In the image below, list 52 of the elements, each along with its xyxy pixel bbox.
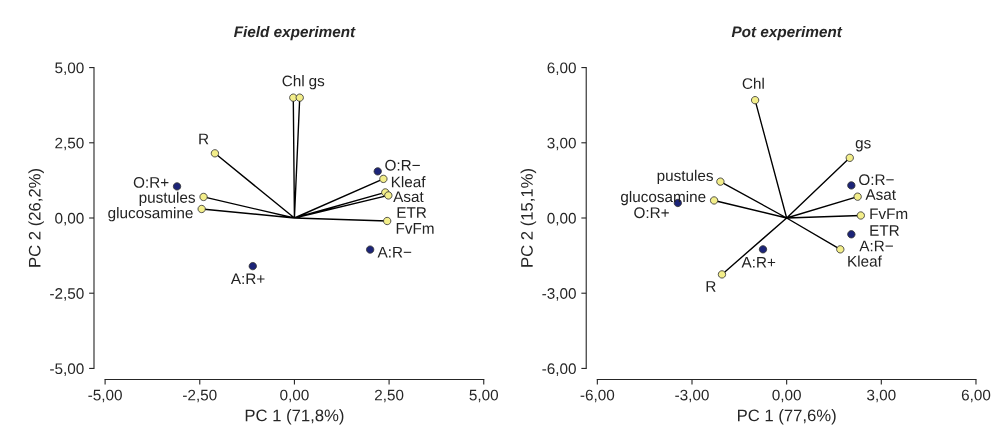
annotation: R	[706, 281, 716, 292]
annotation: A:R+	[741, 257, 776, 268]
y-tick-label: 2,50	[55, 137, 84, 151]
annotation: Kleaf	[391, 176, 426, 188]
x-tick-label: -3,00	[675, 389, 709, 403]
chart-title: Pot experiment	[731, 25, 843, 41]
annotation: R	[199, 133, 209, 145]
x-axis-title: PC 1 (71,8%)	[245, 409, 344, 425]
x-tick-label: -5,00	[88, 389, 122, 403]
annotation: O:R−	[859, 174, 894, 186]
annotation: Chl	[742, 77, 764, 89]
y-tick-label: 3,00	[547, 137, 576, 151]
annotation: ETR	[870, 225, 899, 236]
annotation: pustules	[657, 169, 713, 185]
x-tick-label: 3,00	[867, 389, 896, 403]
x-tick-label: 0,00	[280, 389, 309, 403]
y-tick-label: 0,00	[547, 212, 576, 226]
y-tick-label: -5,00	[50, 363, 84, 376]
y-tick-label: -2,50	[50, 288, 84, 301]
annotation: FvFm	[870, 208, 908, 220]
annotation: A:R−	[859, 240, 893, 252]
y-tick-label: 6,00	[547, 62, 576, 76]
annotation: glucosamine	[620, 190, 706, 206]
x-axis-title: PC 1 (77,6%)	[738, 409, 836, 425]
annotation: FvFm	[396, 223, 434, 234]
annotation: ETR	[397, 207, 427, 218]
annotation: glucosamine	[108, 207, 193, 222]
annotation: pustules	[139, 191, 195, 206]
annotation: Asat	[865, 189, 896, 200]
x-tick-label: 6,00	[961, 389, 991, 403]
annotation: O:R+	[133, 177, 169, 188]
x-tick-label: 2,50	[374, 389, 404, 403]
y-tick-label: 5,00	[55, 62, 84, 76]
annotation: gs	[855, 140, 871, 152]
x-tick-label: 0,00	[772, 389, 801, 403]
annotation: A:R−	[377, 246, 412, 258]
y-axis-title: PC 2 (26,2%)	[28, 169, 44, 267]
y-axis-title: PC 2 (15,1%)	[520, 169, 537, 267]
chart-title: Field experiment	[233, 25, 356, 41]
x-tick-label: 5,00	[469, 389, 499, 403]
annotation: A:R+	[230, 273, 265, 285]
annotation: Asat	[393, 191, 424, 203]
x-tick-label: -2,50	[183, 389, 217, 403]
annotation: Chl	[282, 75, 304, 87]
annotation: O:R−	[385, 159, 420, 171]
annotation: gs	[309, 77, 325, 90]
x-tick-label: -6,00	[580, 389, 615, 403]
annotation: O:R+	[634, 207, 669, 219]
y-tick-label: 0,00	[55, 212, 84, 226]
y-tick-label: -3,00	[542, 288, 576, 301]
y-tick-label: -6,00	[542, 363, 576, 376]
annotation: Kleaf	[848, 255, 882, 267]
